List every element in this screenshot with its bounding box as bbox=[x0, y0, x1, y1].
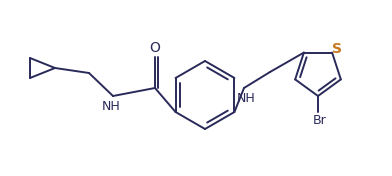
Text: Br: Br bbox=[313, 115, 327, 127]
Text: O: O bbox=[150, 41, 160, 55]
Text: S: S bbox=[332, 42, 342, 56]
Text: NH: NH bbox=[237, 93, 255, 105]
Text: NH: NH bbox=[102, 100, 120, 114]
